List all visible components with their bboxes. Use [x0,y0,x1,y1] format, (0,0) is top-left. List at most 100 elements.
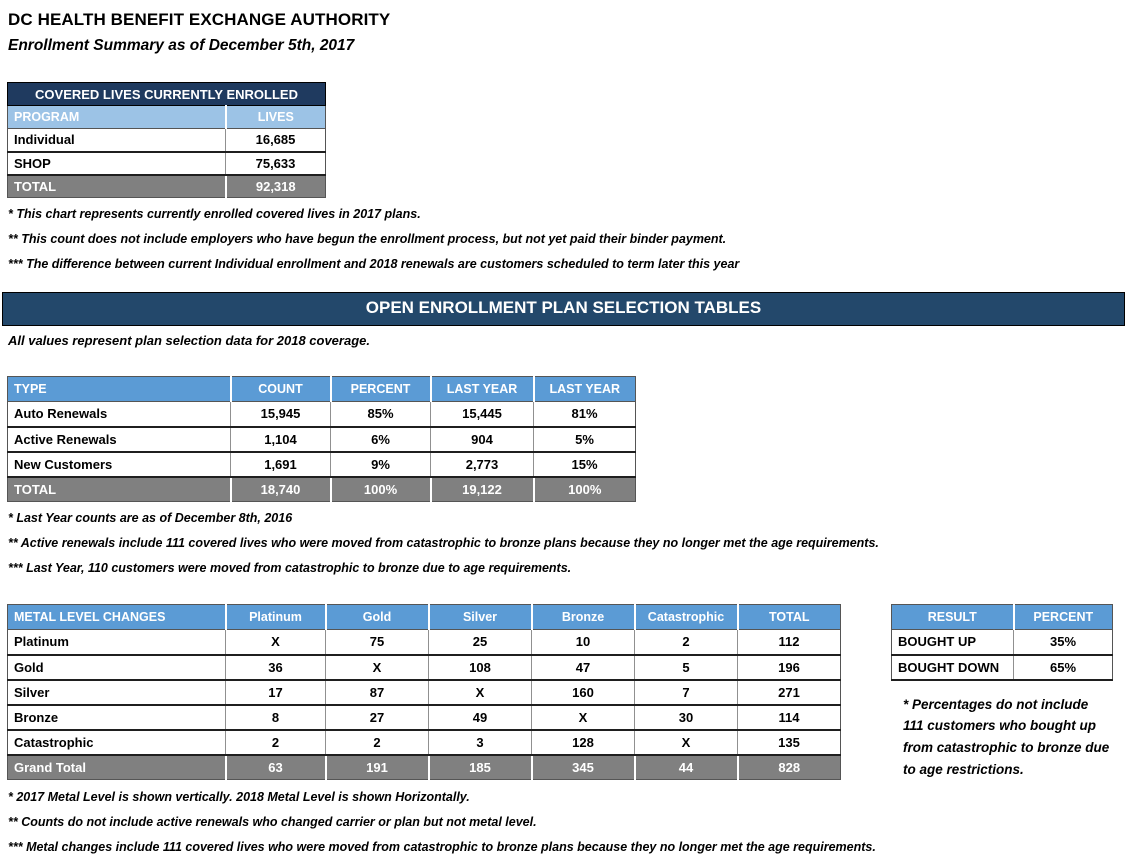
footnote: * Last Year counts are as of December 8t… [8,511,293,525]
page-subtitle: Enrollment Summary as of December 5th, 2… [8,37,355,54]
footnote: *** The difference between current Indiv… [8,257,740,271]
table-cell: 114 [737,704,841,731]
table-cell: 65% [1013,654,1113,681]
column-header: PROGRAM [7,105,226,129]
total-cell: 345 [530,754,635,780]
footnote: *** Metal changes include 111 covered li… [8,839,876,854]
table-row: Silver 17 87 X 160 7 271 [7,679,841,706]
column-header: LAST YEAR [429,376,534,402]
table-cell: Auto Renewals [7,401,231,428]
table-cell: X [428,679,532,706]
table-cell: 10 [531,629,635,656]
table-cell: 75,633 [225,151,326,176]
table-cell: 49 [428,704,532,731]
table-cell: 196 [737,654,841,681]
plan-selection-table: TYPE COUNT PERCENT LAST YEAR LAST YEAR Auto R… [7,376,636,502]
table-cell: 135 [737,729,841,756]
table-cell: 3 [428,729,532,756]
table-cell: 108 [428,654,532,681]
table-row: Catastrophic 2 2 3 128 X 135 [7,729,841,756]
covered-lives-table: COVERED LIVES CURRENTLY ENROLLED PROGRAM L… [7,82,326,198]
table-row: SHOP 75,633 [7,151,326,176]
table-cell: 128 [531,729,635,756]
covered-lives-notes: * This chart represents currently enroll… [7,207,1129,271]
table-cell: 5% [533,426,636,453]
table-cell: 81% [533,401,636,428]
table-cell: 8 [225,704,326,731]
column-header: TYPE [7,376,231,402]
table-cell: 1,104 [230,426,331,453]
table-cell: BOUGHT UP [891,629,1014,656]
table-cell: 160 [531,679,635,706]
column-header: Platinum [224,604,326,630]
metal-table-wrap: METAL LEVEL CHANGES Platinum Gold Silver Bro… [7,604,841,780]
table-cell: Platinum [7,629,226,656]
table-cell: 36 [225,654,326,681]
column-header: PERCENT [1012,604,1113,630]
table-cell: 15,945 [230,401,331,428]
table-total-row: TOTAL 18,740 100% 19,122 100% [7,476,636,502]
table-header-row: PROGRAM LIVES [7,105,326,129]
table-cell: 85% [330,401,431,428]
table-cell: X [325,654,429,681]
table-cell: 35% [1013,629,1113,656]
table-cell: 75 [325,629,429,656]
footnote: ** Active renewals include 111 covered l… [8,536,879,550]
plan-selection-notes: * Last Year counts are as of December 8t… [7,511,1129,575]
total-cell: TOTAL [7,476,231,502]
table-cell: Gold [7,654,226,681]
table-cell: 2 [325,729,429,756]
table-cell: Silver [7,679,226,706]
table-cell: X [531,704,635,731]
table-cell: X [225,629,326,656]
table-cell: SHOP [7,151,226,176]
table-cell: Active Renewals [7,426,231,453]
table-header-row: RESULT PERCENT [891,604,1113,630]
metal-level-notes: * 2017 Metal Level is shown vertically. … [7,790,1129,854]
table-cell: 904 [430,426,534,453]
table-cell: 7 [634,679,738,706]
result-table: RESULT PERCENT BOUGHT UP 35% BOUGHT DOWN 65% [891,604,1113,681]
total-cell: 19,122 [429,476,534,502]
table-cell: 2 [225,729,326,756]
table-header-row: METAL LEVEL CHANGES Platinum Gold Silver Bro… [7,604,841,630]
table-total-row: Grand Total 63 191 185 345 44 828 [7,754,841,780]
footnote: * This chart represents currently enroll… [8,207,421,221]
table-cell: 9% [330,451,431,478]
table-title: COVERED LIVES CURRENTLY ENROLLED [7,82,326,106]
column-header: PERCENT [329,376,431,402]
table-cell: 5 [634,654,738,681]
total-cell: Grand Total [7,754,226,780]
table-cell: 16,685 [225,128,326,153]
table-cell: 6% [330,426,431,453]
table-cell: X [634,729,738,756]
table-row: New Customers 1,691 9% 2,773 15% [7,451,636,478]
footnote: *** Last Year, 110 customers were moved … [8,561,572,575]
column-header: LAST YEAR [532,376,636,402]
footnote: ** This count does not include employers… [8,232,727,246]
metal-section: METAL LEVEL CHANGES Platinum Gold Silver Bro… [7,604,1129,781]
table-row: Bronze 8 27 49 X 30 114 [7,704,841,731]
section-header-bar: OPEN ENROLLMENT PLAN SELECTION TABLES [2,292,1125,326]
table-cell: 1,691 [230,451,331,478]
column-header: Gold [324,604,429,630]
table-cell: 25 [428,629,532,656]
table-cell: 47 [531,654,635,681]
total-cell: TOTAL [7,174,226,198]
table-row: BOUGHT UP 35% [891,629,1113,656]
column-header: Catastrophic [633,604,738,630]
section-subtitle: All values represent plan selection data… [8,333,370,348]
table-cell: Individual [7,128,226,153]
table-cell: 15,445 [430,401,534,428]
total-cell: 63 [224,754,326,780]
table-cell: 87 [325,679,429,706]
column-header: LIVES [224,105,326,129]
column-header: Bronze [530,604,635,630]
table-row: Platinum X 75 25 10 2 112 [7,629,841,656]
column-header: COUNT [229,376,331,402]
total-cell: 191 [324,754,429,780]
column-header: RESULT [891,604,1014,630]
footnote: * 2017 Metal Level is shown vertically. … [8,789,470,804]
page-title: DC HEALTH BENEFIT EXCHANGE AUTHORITY [8,10,391,29]
